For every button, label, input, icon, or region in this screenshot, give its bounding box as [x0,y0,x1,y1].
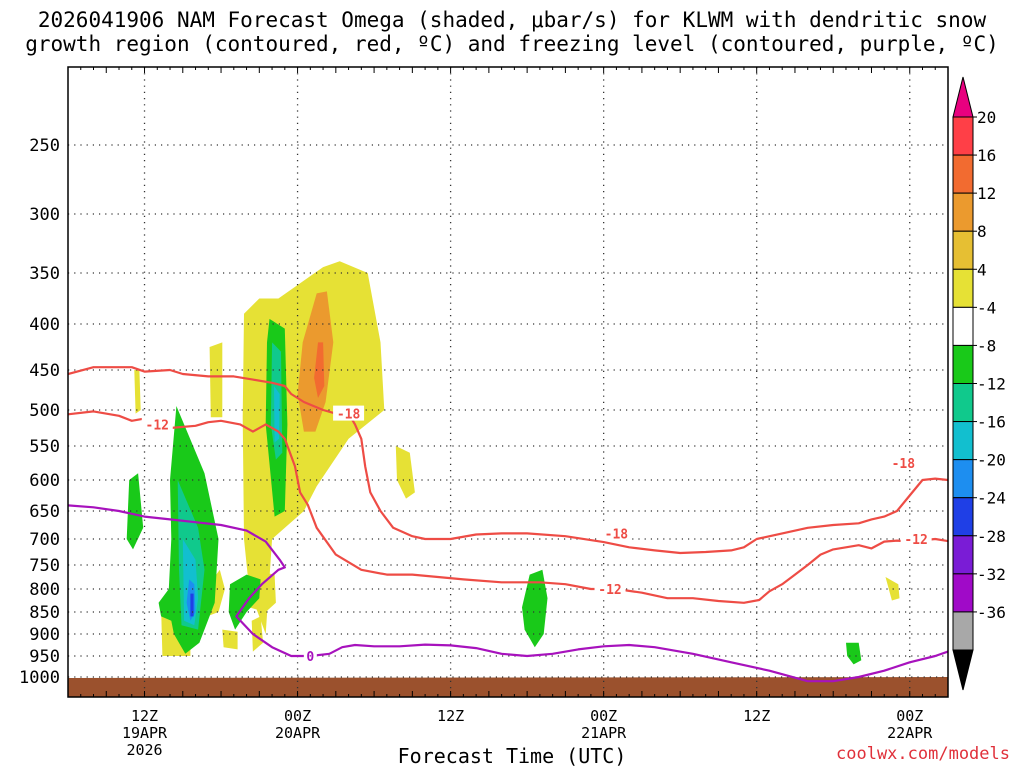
contour-label-bg [594,581,626,596]
colorbar-segment [952,535,974,575]
colorbar-segment [952,497,974,537]
x-tick-label: 20APR [275,724,321,742]
colorbar-segment [952,154,974,194]
x-tick-label: 00Z [284,707,311,725]
omega-area-yellow-sliver-2 [209,342,223,418]
colorbar-label: -12 [977,375,1006,394]
contour-label: -12 [904,533,927,548]
colorbar-segment [952,421,974,461]
contour-label-bg [900,531,932,546]
omega-area-green-22apr [846,642,862,665]
contour-label-bg [887,455,919,470]
contour-line-0 [68,410,948,604]
colorbar-label: -28 [977,527,1006,546]
colorbar-label: 4 [977,260,987,279]
omega-area-yellow-low-6 [885,577,900,601]
contour-label: -12 [598,583,621,598]
colorbar-label: 16 [977,146,996,165]
colorbar-label: 20 [977,108,996,127]
y-tick-label-650: 650 [29,502,60,522]
colorbar-label: -36 [977,603,1006,622]
colorbar-segment [952,116,974,156]
omega-area-omega-red-orange-peak [314,342,325,398]
omega-area-cyan-20apr-column [274,386,280,443]
y-tick-label-750: 750 [29,556,60,576]
y-tick-label-550: 550 [29,437,60,457]
contour-label: -18 [337,408,361,423]
contour-label-bg [303,648,317,663]
omega-area-yellow-low-3 [251,616,264,652]
x-tick-label: 12Z [131,707,158,725]
x-tick-label: 12Z [743,707,770,725]
colorbar-label: -32 [977,565,1006,584]
contour-label: -12 [146,418,169,433]
omega-area-green-left-small [126,473,144,550]
colorbar-label: -4 [977,298,996,317]
omega-area-teal-right-1 [1011,607,1020,616]
colorbar-segment [952,268,974,308]
colorbar-label: -24 [977,489,1006,508]
colorbar-segment [952,611,974,651]
y-tick-label-900: 900 [29,625,60,645]
colorbar-label: -8 [977,336,996,355]
colorbar-label: 8 [977,222,987,241]
plot-frame [67,66,949,698]
colorbar-segment [952,230,974,270]
y-tick-label-1000: 1000 [19,668,60,688]
x-tick-label: 12Z [437,707,464,725]
chart-title-line-2: growth region (contoured, red, ºC) and f… [25,32,999,56]
contour-label: 0 [306,650,314,665]
omega-area-green-21apr [522,569,548,648]
x-tick-label: 2026 [126,741,162,759]
x-tick-label: 21APR [581,724,627,742]
contour-line-2 [68,504,948,683]
contour-line-1 [68,366,948,555]
x-tick-label: 22APR [887,724,933,742]
colorbar-top-arrow [952,76,974,118]
y-tick-label-700: 700 [29,530,60,550]
y-tick-label-450: 450 [29,361,60,381]
contour-label: -18 [605,527,629,542]
x-tick-label: 19APR [122,724,168,742]
y-tick-label-500: 500 [29,401,60,421]
y-tick-label-250: 250 [29,136,60,156]
y-tick-label-800: 800 [29,580,60,600]
contour-label-bg [333,405,365,421]
contour-label-bg [600,525,632,541]
omega-area-darkblue-main-core [190,593,194,617]
colorbar-segment [952,383,974,423]
colorbar-segment [952,573,974,613]
contour-label: -18 [892,457,916,472]
y-tick-label-350: 350 [29,264,60,284]
omega-area-omega-orange-core [297,291,334,432]
x-tick-label: 00Z [590,707,617,725]
omega-area-yellow-sliver-3 [395,446,415,499]
colorbar-segment [952,306,974,346]
colorbar-bottom-arrow [952,649,974,691]
plot-area: -12-12-12-18-18-1800 [68,67,1020,697]
colorbar-label: -20 [977,451,1006,470]
x-tick-label: 00Z [896,707,923,725]
colorbar-segment [952,459,974,499]
chart-title-line-1: 2026041906 NAM Forecast Omega (shaded, μ… [37,8,987,32]
y-tick-label-400: 400 [29,315,60,335]
ground-surface [68,677,948,697]
colorbar-label: -16 [977,413,1006,432]
colorbar-segment [952,192,974,232]
colorbar-label: 12 [977,184,996,203]
y-tick-label-850: 850 [29,603,60,623]
site-credit: coolwx.com/models [836,744,1010,764]
y-tick-label-950: 950 [29,647,60,667]
omega-area-yellow-sliver-1 [134,370,141,414]
colorbar-segment [952,344,974,384]
y-tick-label-300: 300 [29,205,60,225]
y-tick-label-600: 600 [29,471,60,491]
contour-label-bg [141,416,173,432]
omega-area-yellow-low-5 [222,629,238,650]
x-axis-title: Forecast Time (UTC) [397,744,627,768]
